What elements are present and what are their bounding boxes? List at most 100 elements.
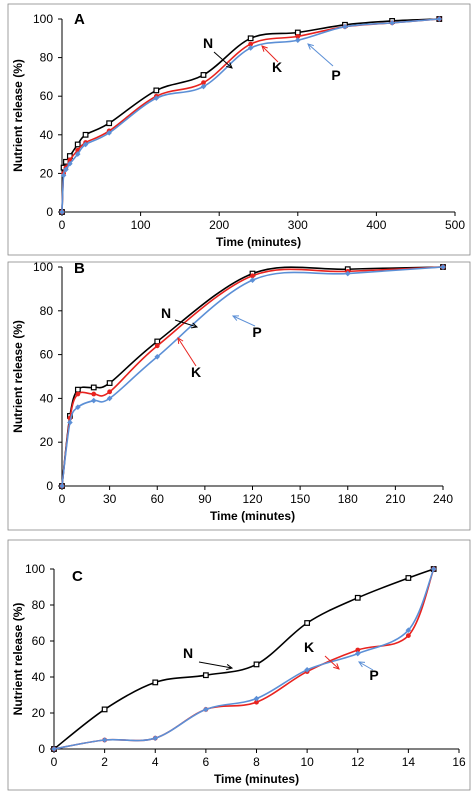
annotation-label: P	[369, 667, 378, 683]
data-point	[295, 33, 301, 39]
data-point	[152, 735, 159, 741]
x-tick-label: 240	[433, 492, 453, 506]
data-point	[342, 23, 348, 30]
x-tick-label: 300	[288, 218, 308, 232]
data-point	[153, 95, 160, 101]
y-tick-label: 20	[40, 166, 54, 180]
y-tick-label: 40	[40, 391, 54, 405]
x-axis-title: Time (minutes)	[216, 235, 301, 249]
data-point	[247, 45, 254, 51]
y-tick-label: 60	[40, 89, 54, 103]
annotation-label: K	[272, 59, 282, 75]
x-tick-label: 30	[103, 492, 117, 506]
y-tick-label: 20	[40, 435, 54, 449]
data-point	[60, 172, 67, 179]
data-point	[74, 141, 81, 148]
x-tick-label: 120	[242, 492, 262, 506]
annotation-n: N	[161, 305, 199, 329]
y-tick-label: 60	[32, 634, 46, 648]
data-point	[389, 20, 395, 26]
series-n	[59, 264, 446, 489]
annotation-p: P	[231, 315, 262, 340]
annotation-k: K	[261, 45, 282, 75]
data-point	[51, 746, 57, 752]
data-point	[440, 264, 446, 270]
y-axis-title: Nutrient release (%)	[11, 59, 25, 172]
data-point	[82, 131, 89, 138]
annotation-arrow	[324, 655, 340, 670]
data-point	[354, 650, 361, 657]
series-n	[51, 566, 437, 752]
x-tick-label: 14	[402, 755, 416, 769]
x-tick-label: 180	[338, 492, 358, 506]
data-point	[405, 627, 412, 633]
annotation-arrowhead	[307, 43, 314, 50]
annotation-arrow	[198, 661, 233, 669]
panel-label: C	[72, 568, 83, 585]
data-point	[405, 633, 411, 638]
data-point	[90, 384, 97, 391]
x-tick-label: 200	[209, 218, 229, 232]
data-point	[200, 83, 207, 90]
annotation-n: N	[183, 645, 234, 671]
annotation-arrowhead	[190, 322, 199, 329]
y-tick-label: 40	[40, 128, 54, 142]
data-point	[67, 160, 73, 167]
annotation-arrow	[307, 43, 334, 67]
x-tick-label: 150	[290, 492, 310, 506]
panel-label: B	[74, 260, 85, 277]
annotation-arrow	[232, 315, 256, 327]
series-line-k	[53, 568, 435, 750]
y-tick-label: 0	[46, 205, 53, 219]
panel-frame	[7, 539, 471, 791]
data-point	[106, 395, 113, 402]
data-point	[91, 391, 97, 397]
annotation-arrow	[358, 661, 374, 671]
x-axis-title: Time (minutes)	[210, 509, 295, 523]
annotation-arrowhead	[261, 45, 268, 52]
x-tick-label: 16	[452, 755, 466, 769]
data-point	[200, 72, 207, 78]
chart-panel-c: 0 2 4 6 8 10 12 14 16 0 20 40 60 80 100 Time (minutes) N…	[7, 539, 471, 791]
x-tick-label: 0	[59, 218, 66, 232]
panel-frame	[7, 3, 471, 256]
y-tick-label: 80	[40, 304, 54, 318]
data-point	[430, 566, 437, 572]
chart-panel-a: 0 100 200 300 400 500 0 20 40 60 80 100 Time (minute…	[7, 3, 471, 256]
data-point	[101, 706, 108, 713]
data-point	[355, 647, 361, 653]
data-point	[354, 594, 361, 601]
series-p	[59, 16, 443, 215]
y-tick-label: 100	[33, 12, 53, 26]
y-tick-label: 80	[32, 598, 46, 612]
y-tick-label: 20	[32, 706, 46, 720]
x-tick-label: 10	[300, 755, 314, 769]
annotation-k: K	[177, 337, 201, 380]
y-tick-label: 40	[32, 670, 46, 684]
data-point	[304, 667, 310, 673]
annotation-arrowhead	[231, 315, 240, 321]
series-line-p	[53, 568, 435, 750]
data-point	[203, 706, 209, 713]
annotation-k: K	[304, 639, 340, 670]
x-tick-label: 210	[385, 492, 405, 506]
data-point	[436, 16, 443, 22]
data-point	[405, 575, 412, 581]
data-point	[59, 209, 65, 215]
data-point	[74, 386, 81, 393]
data-point	[295, 37, 301, 44]
x-tick-label: 90	[198, 492, 212, 506]
series-line-p	[61, 266, 444, 487]
x-axis-title: Time (minutes)	[214, 772, 299, 786]
annotation-n: N	[203, 35, 233, 69]
y-tick-label: 80	[40, 51, 54, 65]
annotation-arrowhead	[358, 661, 366, 668]
series-line-k	[61, 266, 444, 487]
data-point	[153, 87, 160, 94]
data-point	[107, 389, 113, 395]
x-tick-label: 8	[253, 755, 260, 769]
annotation-arrowhead	[226, 664, 234, 671]
series-line-n	[61, 266, 444, 487]
x-tick-label: 4	[152, 755, 159, 769]
